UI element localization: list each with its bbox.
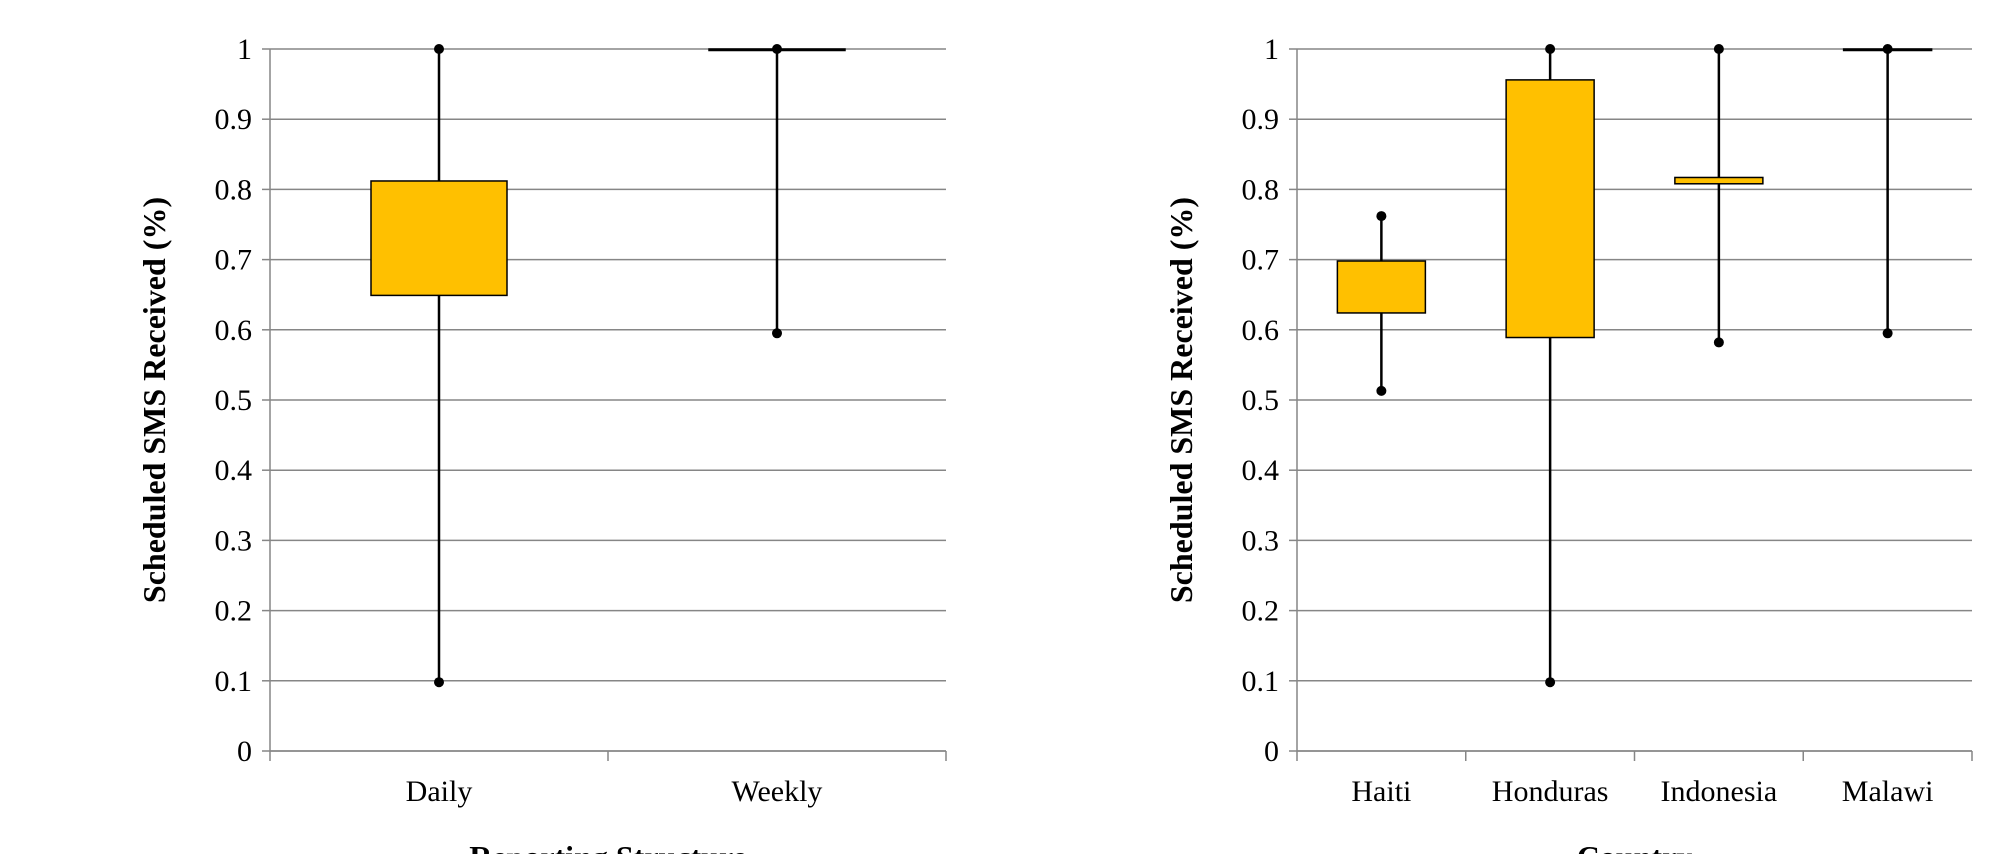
min-marker bbox=[1713, 337, 1724, 348]
min-marker bbox=[1545, 677, 1556, 688]
min-marker bbox=[772, 328, 782, 339]
y-tick-label: 0.7 bbox=[1242, 244, 1280, 277]
min-marker bbox=[1376, 385, 1387, 396]
max-marker bbox=[1882, 44, 1893, 54]
max-marker bbox=[1713, 44, 1724, 54]
iqr-box bbox=[1336, 260, 1427, 314]
max-marker bbox=[1376, 211, 1387, 222]
y-tick-label: 0.3 bbox=[1242, 524, 1280, 557]
y-tick-label: 0.6 bbox=[215, 314, 253, 347]
max-marker bbox=[434, 44, 444, 54]
y-tick-label: 0.1 bbox=[1242, 665, 1280, 698]
x-tick-label: Malawi bbox=[1842, 775, 1934, 808]
x-axis-title: Reporting Structure bbox=[469, 839, 747, 854]
x-tick-label: Haiti bbox=[1351, 775, 1411, 808]
y-tick-label: 0 bbox=[1264, 735, 1279, 768]
y-tick-label: 0.5 bbox=[1242, 384, 1280, 417]
y-tick-label: 0.6 bbox=[1242, 314, 1280, 347]
y-tick-label: 1 bbox=[237, 33, 252, 66]
max-marker bbox=[772, 44, 782, 54]
y-tick-label: 0.9 bbox=[1242, 103, 1280, 136]
x-tick-label: Weekly bbox=[732, 775, 823, 808]
y-tick-label: 0.7 bbox=[215, 244, 253, 277]
y-axis-title: Scheduled SMS Received (%) bbox=[1163, 197, 1199, 603]
y-tick-label: 0.1 bbox=[215, 665, 253, 698]
iqr-box bbox=[370, 180, 508, 297]
x-tick-label: Indonesia bbox=[1661, 775, 1778, 808]
y-tick-label: 1 bbox=[1264, 33, 1279, 66]
y-tick-label: 0.2 bbox=[1242, 595, 1280, 628]
y-axis-title: Scheduled SMS Received (%) bbox=[136, 197, 172, 603]
y-tick-label: 0.8 bbox=[1242, 173, 1280, 206]
min-marker bbox=[1882, 328, 1893, 339]
y-tick-label: 0.8 bbox=[215, 173, 253, 206]
y-tick-label: 0.4 bbox=[215, 454, 253, 487]
x-axis-title: Country bbox=[1577, 839, 1693, 854]
x-tick-label: Honduras bbox=[1492, 775, 1609, 808]
max-marker bbox=[1545, 44, 1556, 54]
iqr-box bbox=[1674, 176, 1764, 185]
y-tick-label: 0 bbox=[237, 735, 252, 768]
x-tick-label: Daily bbox=[406, 775, 473, 808]
y-tick-label: 0.4 bbox=[1242, 454, 1280, 487]
y-tick-label: 0.5 bbox=[215, 384, 253, 417]
min-marker bbox=[434, 677, 444, 688]
y-tick-label: 0.3 bbox=[215, 524, 253, 557]
y-tick-label: 0.9 bbox=[215, 103, 253, 136]
iqr-box bbox=[1505, 79, 1595, 339]
y-tick-label: 0.2 bbox=[215, 595, 253, 628]
